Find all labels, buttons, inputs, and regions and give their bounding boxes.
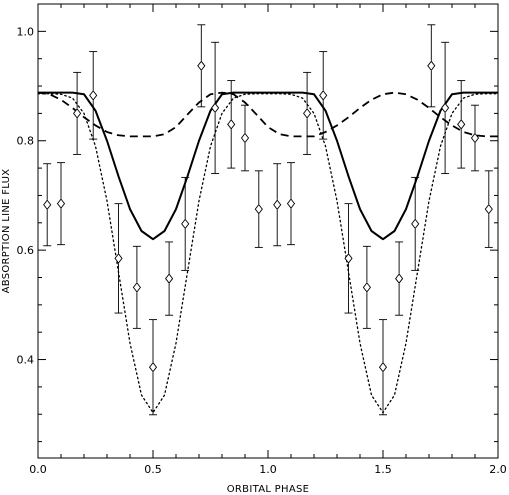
diamond-marker [319,90,328,101]
x-tick-label: 1.5 [374,463,392,476]
data-point [362,245,371,329]
data-point [240,104,250,172]
model-curves [37,91,499,414]
data-point [286,162,296,246]
data-point [181,176,190,271]
data-point [89,51,98,140]
diamond-marker [362,282,371,293]
data-point [43,163,52,247]
dashed-model-line [37,91,498,138]
diamond-marker [427,60,436,72]
y-tick-label: 0.4 [17,354,35,367]
x-tick-label: 0.5 [144,463,162,476]
data-point [303,71,312,155]
dotted-model-line [37,93,499,414]
data-point [441,41,450,175]
x-tick-label: 0.0 [29,463,47,476]
diamond-marker [211,102,220,114]
diamond-marker [254,203,263,215]
diamond-marker [114,253,123,264]
solid-model-line [38,91,498,241]
data-point [457,80,466,169]
diamond-marker [470,132,480,144]
diamond-marker [240,132,250,144]
data-point [148,319,158,416]
diamond-marker [132,282,141,293]
data-point [395,241,404,316]
diamond-marker [303,108,312,119]
y-tick-label: 1.0 [17,25,35,38]
data-point [378,319,388,416]
data-point [165,241,174,316]
diamond-marker [43,199,52,210]
data-point [411,176,420,271]
data-point [254,170,263,248]
data-point [73,71,82,155]
data-point [114,203,123,314]
diamond-marker [441,102,450,114]
data-point [197,24,206,108]
x-axis-ticks: 0.0 0.5 1.0 1.5 2.0 [29,4,507,476]
y-axis-ticks: 0.4 0.6 0.8 1.0 [17,25,498,443]
diamond-marker [56,198,66,209]
diamond-marker [378,361,388,373]
data-point [427,24,436,108]
data-point [211,41,220,175]
data-point [484,170,493,248]
data-point [227,80,236,169]
diamond-marker [457,119,466,130]
diamond-marker [227,119,236,130]
data-point [132,245,141,329]
diamond-marker [273,199,282,210]
diamond-marker [181,218,190,230]
diamond-marker [411,218,420,230]
diamond-marker [344,253,353,264]
diamond-marker [73,108,82,119]
y-tick-label: 0.6 [17,244,35,257]
x-axis-label: ORBITAL PHASE [227,484,310,495]
y-axis-label: ABSORPTION LINE FLUX [1,169,12,294]
x-tick-label: 1.0 [259,463,277,476]
diamond-marker [484,203,493,215]
diamond-marker [197,60,206,72]
data-point [319,51,328,140]
plot-frame [37,3,499,459]
data-points [43,24,493,416]
diamond-marker [286,198,296,209]
diamond-marker [148,361,158,373]
y-tick-label: 0.8 [17,135,35,148]
x-tick-label: 2.0 [489,463,507,476]
diamond-marker [165,273,174,284]
data-point [344,203,353,314]
diamond-marker [395,273,404,284]
data-point [470,104,480,172]
data-point [56,162,66,246]
diamond-marker [89,90,98,101]
data-point [273,163,282,247]
